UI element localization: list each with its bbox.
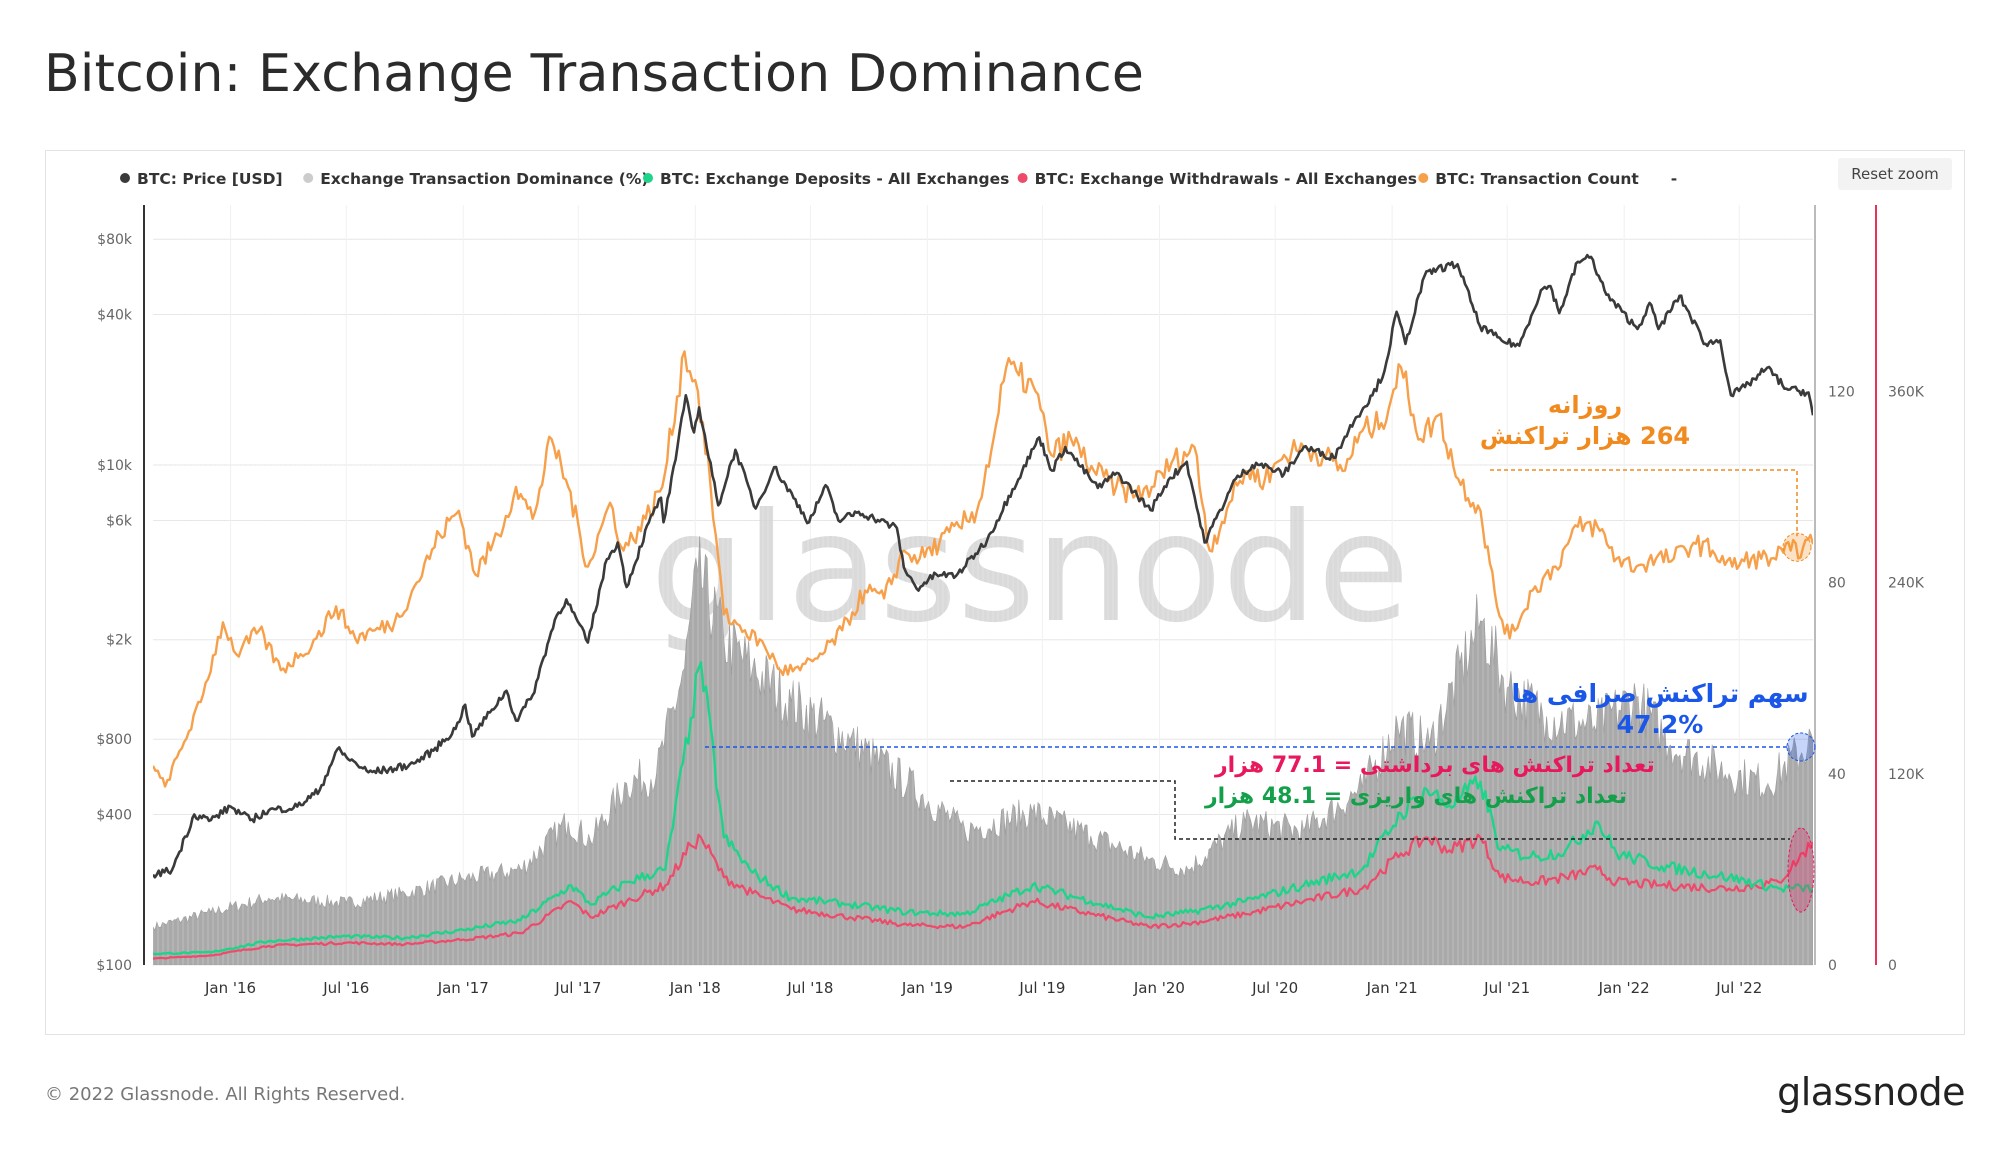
- legend-item-2: BTC: Exchange Deposits - All Exchanges: [643, 170, 1009, 188]
- x-tick-label: Jul '20: [1251, 979, 1298, 997]
- legend-label: Exchange Transaction Dominance (%): [320, 170, 648, 188]
- annotation-withdrawals-label: تعداد تراکنش های برداشتی = 77.1 هزار: [1214, 753, 1655, 778]
- y-tick-label-dominance: 80: [1828, 576, 1846, 592]
- legend-item-5: -: [1671, 170, 1677, 188]
- annotations: روزانه 264 هزار تراکنش سهم تراکنش صرافی ها…: [705, 391, 1816, 913]
- legend-item-0: BTC: Price [USD]: [120, 170, 283, 188]
- legend-marker: [120, 173, 130, 183]
- y-tick-label-count: 240K: [1888, 576, 1925, 592]
- y-tick-label-price: $6k: [106, 513, 133, 529]
- y-tick-label-price: $40k: [97, 307, 133, 323]
- annotation-share-value: 47.2%: [1617, 710, 1704, 739]
- plot-area: [153, 205, 1813, 965]
- series-price-line: [153, 253, 1813, 879]
- y-tick-label-dominance: 40: [1828, 767, 1846, 783]
- chart-frame: [45, 150, 1965, 1035]
- legend-label: BTC: Transaction Count: [1435, 170, 1639, 188]
- legend-marker: [1418, 173, 1429, 183]
- legend-marker: [303, 173, 314, 183]
- annotation-daily-leader: [1490, 469, 1798, 537]
- annotation-tx-marker: [1787, 827, 1815, 913]
- annotation-share-marker: [1786, 732, 1816, 762]
- y-tick-label-price: $400: [96, 807, 132, 823]
- series-tx-count-line: [153, 350, 1813, 788]
- x-tick-label: Jul '22: [1715, 979, 1762, 997]
- legend-item-1: Exchange Transaction Dominance (%): [303, 170, 648, 188]
- annotation-daily-label: روزانه: [1548, 391, 1622, 419]
- legend-item-4: BTC: Transaction Count: [1418, 170, 1639, 188]
- x-tick-label: Jan '16: [204, 979, 256, 997]
- series-deposits-line: [153, 661, 1813, 956]
- page-title: Bitcoin: Exchange Transaction Dominance: [44, 44, 1145, 104]
- x-tick-label: Jan '20: [1133, 979, 1185, 997]
- y-tick-label-price: $800: [96, 732, 132, 748]
- legend-marker: [643, 173, 653, 183]
- x-tick-label: Jul '17: [554, 979, 601, 997]
- annotation-tx-leader: [950, 780, 1790, 840]
- annotation-deposits-label: تعداد تراکنش های واریزی = 48.1 هزار: [1204, 784, 1627, 809]
- x-tick-label: Jul '16: [322, 979, 369, 997]
- y-tick-label-dominance: 120: [1828, 384, 1855, 400]
- legend-label: BTC: Exchange Withdrawals - All Exchange…: [1035, 170, 1417, 188]
- x-tick-label: Jul '18: [786, 979, 833, 997]
- y-tick-label-price: $2k: [106, 633, 133, 649]
- y-tick-label-dominance: 0: [1828, 958, 1837, 974]
- footer-brand-logo: glassnode: [1777, 1070, 1965, 1114]
- legend-marker: [1017, 173, 1028, 183]
- legend-label: BTC: Exchange Deposits - All Exchanges: [660, 170, 1009, 188]
- watermark: glassnode: [650, 482, 1409, 656]
- x-tick-label: Jan '22: [1598, 979, 1650, 997]
- annotation-daily-marker: [1782, 532, 1812, 562]
- x-tick-label: Jul '21: [1483, 979, 1530, 997]
- y-tick-label-price: $10k: [97, 458, 133, 474]
- y-tick-label-count: 360K: [1888, 384, 1925, 400]
- chart-legend: BTC: Price [USD] Exchange Transaction Dom…: [120, 170, 1677, 188]
- annotation-daily-value: 264 هزار تراکنش: [1480, 422, 1690, 450]
- annotation-share-label: سهم تراکنش صرافی ها: [1511, 679, 1808, 709]
- y-tick-label-price: $100: [96, 958, 132, 974]
- x-tick-label: Jan '18: [669, 979, 721, 997]
- x-tick-label: Jan '19: [901, 979, 953, 997]
- footer-copyright: © 2022 Glassnode. All Rights Reserved.: [45, 1084, 406, 1105]
- x-tick-label: Jul '19: [1018, 979, 1065, 997]
- series-withdrawals-line: [153, 833, 1813, 960]
- legend-label: -: [1671, 170, 1677, 188]
- legend-label: BTC: Price [USD]: [137, 170, 283, 188]
- reset-zoom-button[interactable]: Reset zoom: [1838, 158, 1952, 190]
- x-tick-label: Jan '21: [1366, 979, 1418, 997]
- axes: $100 $400 $800 $2k $6k $10k $40k $80k 0 40 80 120 0 1…: [96, 205, 1925, 997]
- y-tick-label-price: $80k: [97, 232, 133, 248]
- legend-item-3: BTC: Exchange Withdrawals - All Exchange…: [1017, 170, 1417, 188]
- y-tick-label-count: 120K: [1888, 767, 1925, 783]
- x-tick-label: Jan '17: [437, 979, 489, 997]
- y-tick-label-count: 0: [1888, 958, 1897, 974]
